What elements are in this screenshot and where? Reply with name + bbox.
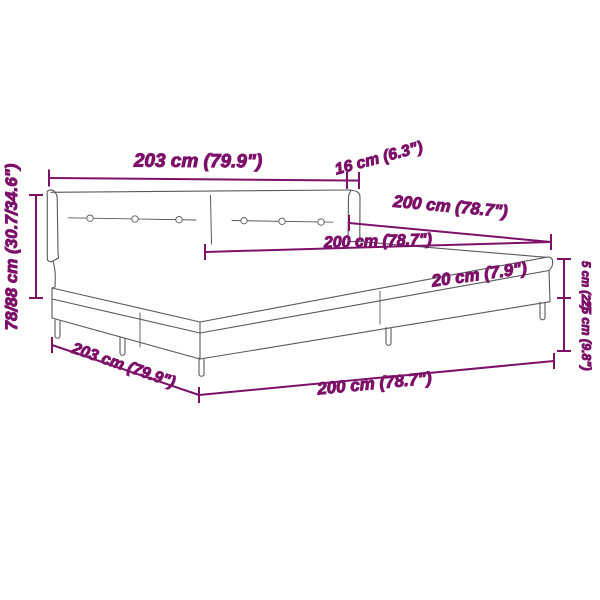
svg-text:203 cm (79.9"): 203 cm (79.9") [133, 151, 263, 173]
svg-text:200 cm (78.7"): 200 cm (78.7") [323, 231, 433, 251]
svg-text:78/88 cm (30.7/34.6"): 78/88 cm (30.7/34.6") [2, 163, 21, 330]
svg-text:25 cm (9.8"): 25 cm (9.8") [579, 299, 593, 371]
